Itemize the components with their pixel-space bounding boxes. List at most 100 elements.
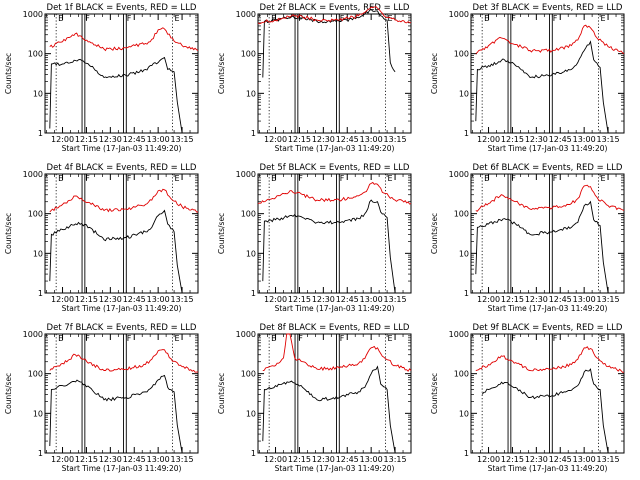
y-tick-label: 100 — [241, 210, 256, 219]
y-tick-label: 1 — [251, 129, 256, 138]
marker-label: E — [484, 174, 489, 183]
chart-title: Det 6f BLACK = Events, RED = LLD — [473, 163, 623, 173]
x-tick-label: 12:45 — [549, 295, 572, 304]
y-tick-label: 1 — [38, 129, 43, 138]
y-tick-label: 1 — [464, 129, 469, 138]
plot-frame — [257, 333, 412, 454]
marker-label: E — [271, 334, 276, 343]
y-axis-label: Counts/sec — [430, 373, 439, 414]
series-lld-line — [475, 24, 625, 55]
series-events-line — [262, 365, 396, 454]
x-tick-label: 12:00 — [51, 135, 74, 144]
series-events-line — [262, 199, 396, 294]
x-tick-label: 12:45 — [123, 295, 146, 304]
chart-panel-4: Det 4f BLACK = Events, RED = LLD 1 10 100 10… — [4, 163, 199, 313]
y-tick-label: 100 — [241, 50, 256, 59]
x-tick-label: 13:15 — [171, 455, 194, 464]
marker-label: E — [601, 334, 606, 343]
chart-title: Det 1f BLACK = Events, RED = LLD — [47, 3, 197, 13]
series-lld-line — [49, 188, 198, 213]
x-tick-label: 12:30 — [525, 455, 548, 464]
x-tick-label: 12:30 — [312, 135, 335, 144]
x-tick-label: 12:30 — [99, 135, 122, 144]
y-tick-label: 1 — [464, 289, 469, 298]
x-axis-label: Start Time (17-Jan-03 11:49:20) — [275, 144, 395, 153]
marker-label: F — [511, 174, 516, 183]
marker-label: F — [511, 334, 516, 343]
x-axis-label: Start Time (17-Jan-03 11:49:20) — [62, 144, 182, 153]
series-events-line — [475, 200, 609, 294]
y-axis-label: Counts/sec — [4, 213, 13, 254]
chart-title: Det 5f BLACK = Events, RED = LLD — [260, 163, 410, 173]
y-tick-label: 1 — [38, 289, 43, 298]
y-tick-label: 100 — [241, 370, 256, 379]
series-lld-line — [262, 333, 412, 372]
y-tick-label: 1000 — [236, 10, 256, 19]
x-tick-label: 12:15 — [75, 135, 98, 144]
y-axis-label: Counts/sec — [217, 53, 226, 94]
y-tick-label: 100 — [28, 50, 43, 59]
marker-label: E — [484, 14, 489, 23]
x-tick-label: 12:45 — [123, 135, 146, 144]
chart-title: Det 2f BLACK = Events, RED = LLD — [260, 3, 410, 13]
x-axis-label: Start Time (17-Jan-03 11:49:20) — [488, 464, 608, 473]
x-tick-label: 12:00 — [51, 295, 74, 304]
marker-label: E — [175, 334, 180, 343]
series-events-line — [49, 209, 183, 294]
series-lld-line — [49, 27, 199, 52]
marker-label: F — [340, 174, 345, 183]
x-tick-label: 12:00 — [264, 135, 287, 144]
x-tick-label: 13:00 — [147, 295, 170, 304]
x-tick-label: 12:00 — [477, 455, 500, 464]
marker-label: E — [601, 174, 606, 183]
marker-label: E — [58, 334, 63, 343]
x-tick-label: 12:15 — [501, 455, 524, 464]
x-tick-label: 12:45 — [549, 455, 572, 464]
x-axis-label: Start Time (17-Jan-03 11:49:20) — [62, 304, 182, 313]
chart-panel-6: Det 6f BLACK = Events, RED = LLD 1 10 100 10… — [430, 163, 625, 313]
chart-title: Det 8f BLACK = Events, RED = LLD — [260, 323, 410, 333]
x-tick-label: 12:15 — [501, 135, 524, 144]
y-axis-label: Counts/sec — [217, 213, 226, 254]
marker-label: F — [127, 14, 132, 23]
x-tick-label: 12:15 — [501, 295, 524, 304]
x-axis-label: Start Time (17-Jan-03 11:49:20) — [62, 464, 182, 473]
x-tick-label: 12:30 — [525, 295, 548, 304]
plot-frame — [470, 333, 625, 454]
chart-panel-5: Det 5f BLACK = Events, RED = LLD 1 10 100 10… — [217, 163, 412, 313]
x-tick-label: 13:15 — [597, 135, 620, 144]
marker-label: F — [553, 174, 558, 183]
y-axis-label: Counts/sec — [4, 373, 13, 414]
y-tick-label: 100 — [454, 370, 469, 379]
y-tick-label: 10 — [246, 409, 256, 418]
marker-label: F — [298, 334, 303, 343]
x-tick-label: 13:15 — [171, 135, 194, 144]
x-tick-label: 13:00 — [360, 455, 383, 464]
x-axis-label: Start Time (17-Jan-03 11:49:20) — [488, 144, 608, 153]
chart-title: Det 3f BLACK = Events, RED = LLD — [473, 3, 623, 13]
marker-label: E — [388, 14, 393, 23]
series-lld-line — [257, 6, 412, 25]
x-tick-label: 12:00 — [477, 295, 500, 304]
x-axis-label: Start Time (17-Jan-03 11:49:20) — [488, 304, 608, 313]
plot-frame — [470, 13, 625, 134]
chart-panel-2: Det 2f BLACK = Events, RED = LLD 1 10 100 10… — [217, 3, 412, 153]
marker-label: E — [484, 334, 489, 343]
series-events-line — [475, 40, 609, 134]
y-axis-label: Counts/sec — [430, 53, 439, 94]
x-tick-label: 12:45 — [123, 455, 146, 464]
x-tick-label: 12:15 — [75, 455, 98, 464]
y-tick-label: 10 — [33, 89, 43, 98]
marker-label: F — [85, 334, 90, 343]
marker-label: F — [85, 14, 90, 23]
x-tick-label: 13:00 — [573, 455, 596, 464]
y-axis-label: Counts/sec — [217, 373, 226, 414]
y-tick-label: 1 — [251, 449, 256, 458]
x-tick-label: 13:15 — [597, 455, 620, 464]
chart-panel-9: Det 9f BLACK = Events, RED = LLD 1 10 100 10… — [430, 323, 625, 473]
marker-label: F — [553, 14, 558, 23]
x-tick-label: 12:45 — [549, 135, 572, 144]
x-tick-label: 13:00 — [573, 135, 596, 144]
marker-label: E — [58, 14, 63, 23]
marker-label: E — [388, 174, 393, 183]
